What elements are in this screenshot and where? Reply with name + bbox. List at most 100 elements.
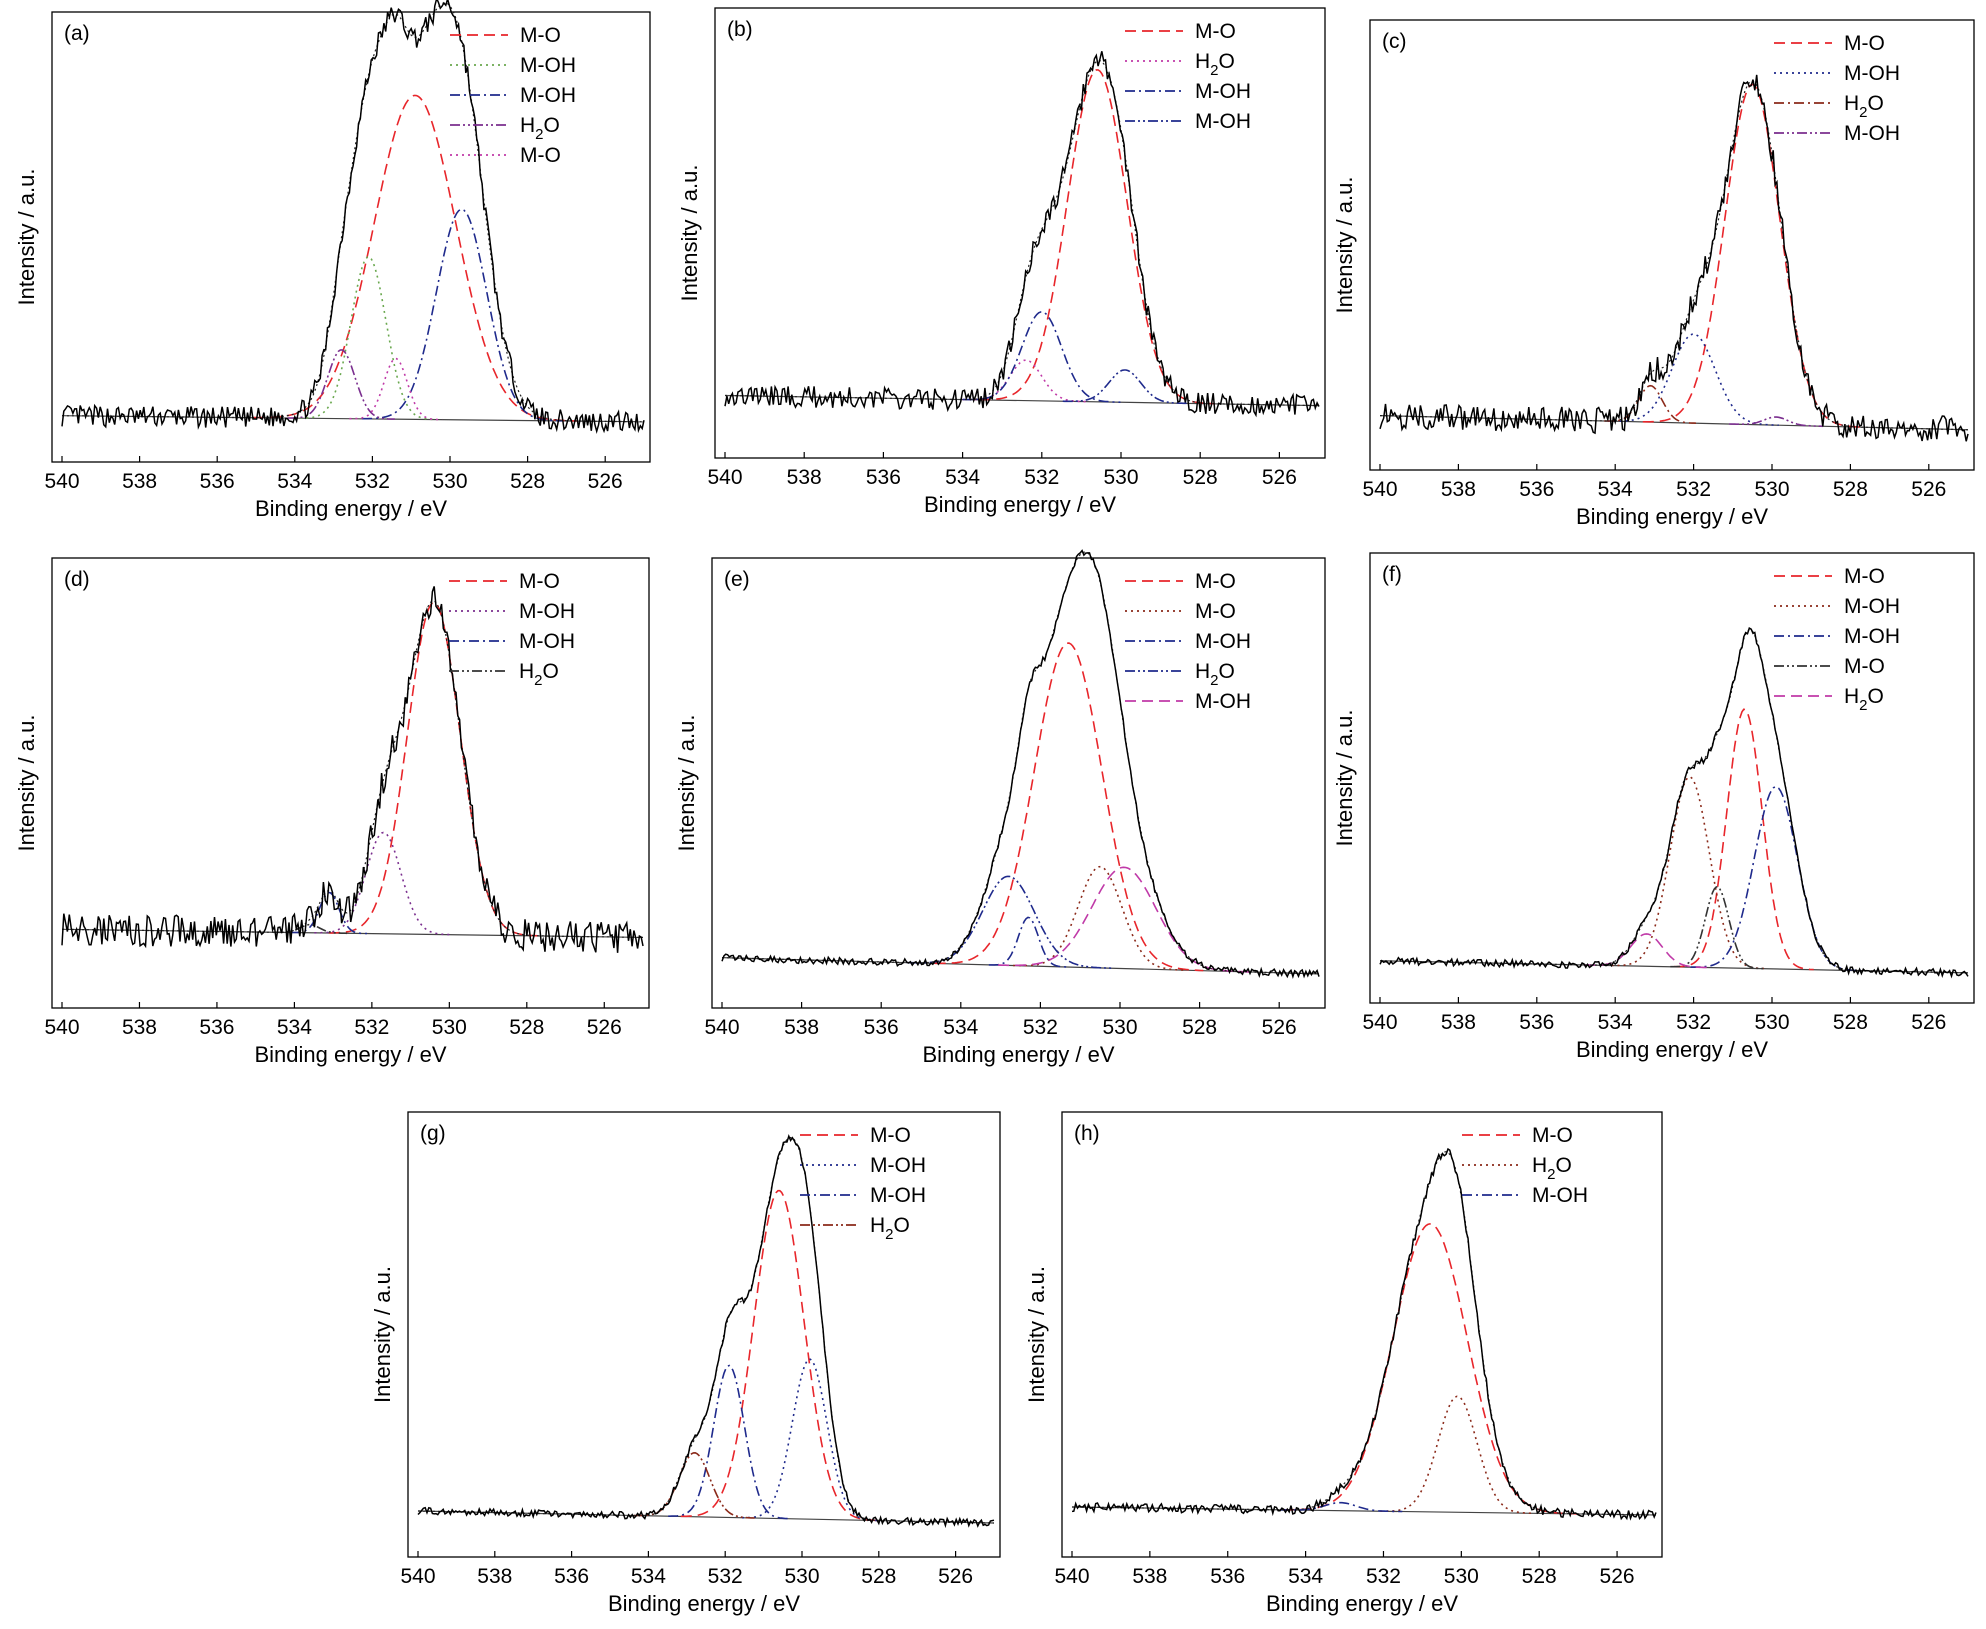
legend-label: H2O [870,1214,910,1243]
plot-frame [1061,1111,1663,1558]
x-tick-label: 538 [1132,1565,1167,1588]
legend-label: M-O [1195,570,1236,593]
component-curve-3 [1279,1501,1403,1513]
component-curve-3 [362,208,563,422]
x-tick-label: 536 [1519,478,1554,501]
x-tick-label: 530 [432,470,467,493]
x-tick-label: 540 [707,466,742,489]
x-tick-label: 528 [1522,1565,1557,1588]
plot-frame [714,7,1326,459]
x-tick-label: 534 [945,466,980,489]
x-tick-label: 530 [432,1016,467,1039]
x-tick-label: 536 [864,1016,899,1039]
fitted-envelope [1072,1151,1656,1516]
component-curve-3 [1604,384,1697,424]
plot-frame [407,1111,1001,1558]
x-axis-label: Binding energy / eV [1266,1591,1458,1616]
y-axis-label: Intensity / a.u. [1332,177,1357,314]
component-curve-4 [1062,369,1188,405]
x-tick-label: 534 [631,1565,666,1588]
component-curve-1 [328,601,538,937]
legend-label: M-OH [519,600,575,623]
x-tick-label: 538 [122,1016,157,1039]
panel-b: (b) 540 538 536 534 532 530 528 526 Binding energ… [677,7,1326,517]
component-curve-5 [998,866,1250,973]
x-tick-label: 532 [1366,1565,1401,1588]
legend-label: M-O [870,1124,911,1147]
component-curve-2 [1380,1395,1534,1515]
measured-spectrum [1379,626,1969,979]
component-curve-4 [1670,886,1765,970]
legend-label: M-OH [1844,595,1900,618]
x-tick-label: 530 [1754,478,1789,501]
legend-label: H2O [1532,1154,1572,1183]
component-curve-4 [634,1451,755,1519]
legend-label: M-OH [1844,625,1900,648]
legend-label: M-OH [520,84,576,107]
panel-c: (c) 540 538 536 534 532 530 528 526 Binding energ… [1332,19,1975,529]
baseline-line [1379,415,1969,431]
x-tick-label: 534 [1598,478,1633,501]
legend-label: M-O [1195,600,1236,623]
x-tick-label: 534 [1598,1011,1633,1034]
legend-label: M-O [1195,20,1236,43]
x-tick-label: 528 [1182,1016,1217,1039]
x-tick-label: 532 [1676,1011,1711,1034]
legend-label: M-OH [1844,62,1900,85]
fitted-envelope [1380,628,1968,974]
baseline-line [61,415,645,423]
component-curve-3 [1690,785,1862,972]
legend-label: M-O [520,24,561,47]
x-tick-label: 530 [1102,1016,1137,1039]
component-curve-1 [1283,1223,1578,1515]
component-curve-3 [962,311,1121,403]
x-tick-label: 534 [1288,1565,1323,1588]
component-curve-1 [934,642,1204,972]
legend-label: H2O [1844,92,1884,121]
x-axis-label: Binding energy / eV [1576,1037,1768,1062]
panel-label: (g) [420,1122,446,1145]
x-tick-label: 536 [1210,1565,1245,1588]
x-tick-label: 532 [1024,466,1059,489]
x-tick-label: 538 [122,470,157,493]
component-curve-4 [272,923,348,935]
y-axis-label: Intensity / a.u. [1332,710,1357,847]
x-tick-label: 530 [1754,1011,1789,1034]
x-tick-label: 540 [44,1016,79,1039]
measured-spectrum [724,51,1320,418]
measured-spectrum [417,1134,995,1529]
component-curve-3 [290,891,367,935]
panel-h: (h) 540 538 536 534 532 530 528 526 Binding energ… [1024,1111,1663,1616]
x-tick-label: 532 [355,470,390,493]
component-curve-2 [300,256,437,421]
measured-spectrum [61,0,645,434]
y-axis-label: Intensity / a.u. [14,169,39,306]
x-tick-label: 538 [784,1016,819,1039]
x-axis-label: Binding energy / eV [924,492,1116,517]
measured-spectrum [721,549,1320,980]
x-tick-label: 530 [1103,466,1138,489]
y-axis-label: Intensity / a.u. [14,715,39,852]
panel-e: (e) 540 538 536 534 532 530 528 526 Binding energ… [674,549,1326,1067]
legend-label: M-OH [519,630,575,653]
x-tick-label: 530 [784,1565,819,1588]
component-curve-4 [287,349,395,420]
legend-label: M-O [1844,32,1885,55]
x-tick-label: 530 [1444,1565,1479,1588]
x-axis-label: Binding energy / eV [255,496,447,521]
x-tick-label: 534 [943,1016,978,1039]
x-axis-label: Binding energy / eV [608,1591,800,1616]
x-tick-label: 536 [866,466,901,489]
x-tick-label: 538 [787,466,822,489]
x-tick-label: 526 [587,1016,622,1039]
x-tick-label: 536 [199,1016,234,1039]
legend-label: H2O [1195,50,1235,79]
x-tick-label: 534 [277,470,312,493]
panel-label: (b) [727,18,753,41]
panel-label: (c) [1382,30,1407,53]
plot-frame [51,557,650,1009]
